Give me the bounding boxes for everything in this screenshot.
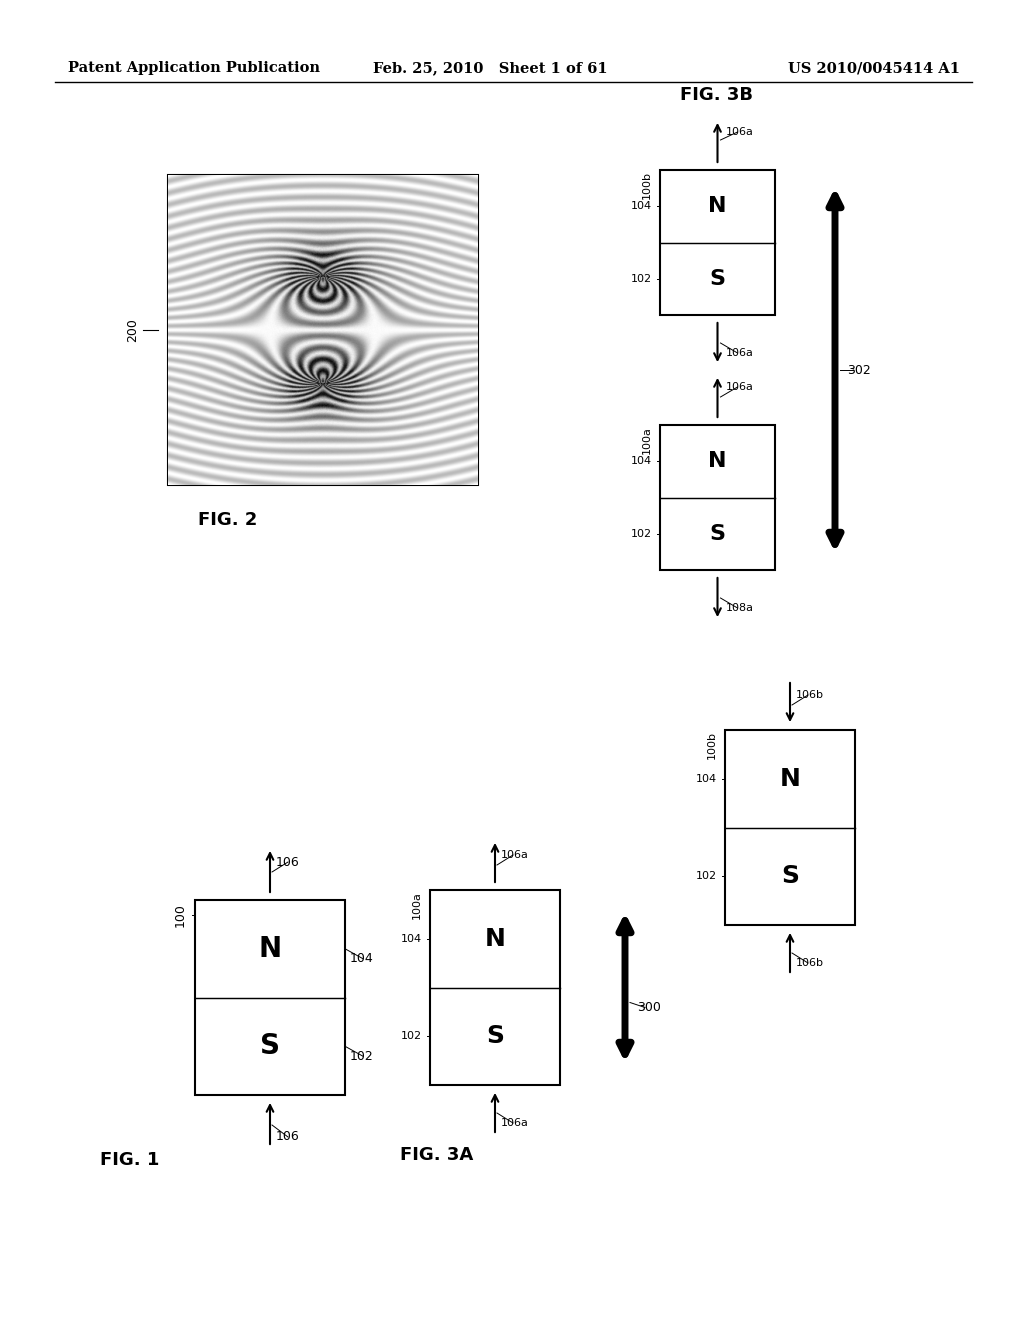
Text: N: N	[709, 451, 727, 471]
Text: S: S	[781, 865, 799, 888]
Text: 102: 102	[400, 1031, 422, 1041]
Text: 104: 104	[631, 201, 652, 211]
Text: 108a: 108a	[725, 603, 754, 612]
Text: N: N	[779, 767, 801, 791]
Text: 102: 102	[631, 529, 652, 539]
Text: 102: 102	[350, 1049, 374, 1063]
Text: N: N	[709, 197, 727, 216]
Bar	[660, 170, 775, 315]
Text: FIG. 3A: FIG. 3A	[400, 1146, 473, 1164]
Text: 100: 100	[174, 903, 187, 927]
Text: N: N	[258, 935, 282, 962]
Text: 300: 300	[637, 1001, 660, 1014]
Text: 106b: 106b	[796, 958, 824, 968]
Text: N: N	[484, 927, 506, 950]
Text: 106a: 106a	[725, 348, 754, 358]
Text: 104: 104	[631, 457, 652, 466]
Text: 100a: 100a	[642, 426, 652, 454]
Text: 102: 102	[631, 273, 652, 284]
Text: 104: 104	[696, 774, 717, 784]
Text: 100a: 100a	[412, 891, 422, 919]
Text: FIG. 2: FIG. 2	[198, 511, 257, 529]
Text: S: S	[710, 524, 725, 544]
Text: Patent Application Publication: Patent Application Publication	[68, 61, 319, 75]
Text: 106a: 106a	[501, 1118, 528, 1129]
Text: 106a: 106a	[725, 381, 754, 392]
Text: S: S	[710, 269, 725, 289]
Bar	[725, 730, 855, 925]
Text: 104: 104	[350, 952, 374, 965]
Text: 100b: 100b	[642, 172, 652, 199]
Text: US 2010/0045414 A1: US 2010/0045414 A1	[788, 61, 961, 75]
Bar	[168, 176, 478, 484]
Bar	[430, 890, 560, 1085]
Text: 106a: 106a	[501, 850, 528, 861]
Text: 302: 302	[847, 363, 870, 376]
Text: 106a: 106a	[725, 127, 754, 137]
Text: 106: 106	[276, 855, 300, 869]
Bar	[195, 900, 345, 1096]
Text: S: S	[260, 1032, 280, 1060]
Text: 104: 104	[400, 933, 422, 944]
Bar	[660, 425, 775, 570]
Text: FIG. 1: FIG. 1	[100, 1151, 160, 1170]
Text: 200: 200	[127, 318, 139, 342]
Text: 102: 102	[696, 871, 717, 882]
Text: 100b: 100b	[707, 731, 717, 759]
Text: FIG. 3B: FIG. 3B	[680, 86, 753, 104]
Text: 106: 106	[276, 1130, 300, 1143]
Text: 106b: 106b	[796, 690, 824, 700]
Text: S: S	[486, 1024, 504, 1048]
Text: Feb. 25, 2010   Sheet 1 of 61: Feb. 25, 2010 Sheet 1 of 61	[373, 61, 607, 75]
